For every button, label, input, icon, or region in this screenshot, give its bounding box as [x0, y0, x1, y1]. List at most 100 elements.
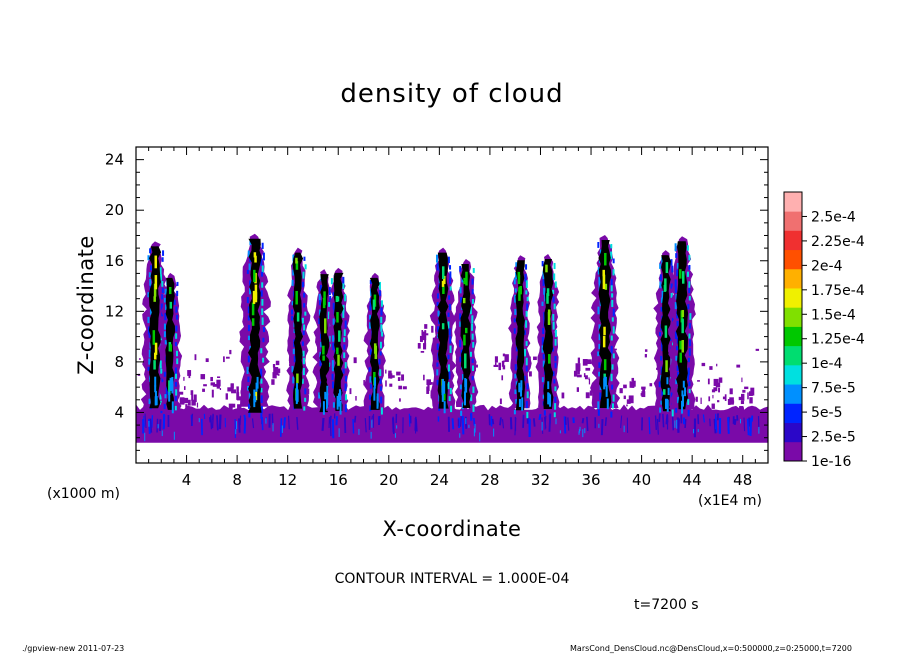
column-blue — [526, 296, 529, 302]
column-highlight — [254, 292, 258, 303]
column-blue — [262, 252, 265, 261]
cloud-speck — [708, 396, 711, 402]
column-highlight — [153, 283, 157, 297]
colorbar-swatch — [784, 268, 802, 289]
y-tick-label: 20 — [105, 201, 124, 219]
x-unit-left: (x1000 m) — [47, 486, 120, 502]
column-blue — [291, 315, 294, 321]
column-base — [171, 384, 174, 394]
column-highlight — [517, 271, 521, 278]
column-base — [154, 376, 157, 387]
column-blue — [436, 301, 439, 307]
column-blue — [689, 313, 692, 320]
column-highlight — [463, 334, 466, 346]
colorbar-label: 2.5e-5 — [811, 430, 856, 446]
column-blue — [674, 302, 677, 310]
column-base — [253, 398, 256, 408]
column-blue — [380, 316, 383, 324]
column-blue — [163, 297, 166, 303]
column-blue — [525, 401, 528, 409]
column-blue — [597, 409, 600, 416]
column-blue — [671, 409, 674, 417]
column-blue — [165, 304, 168, 311]
column-highlight — [254, 391, 258, 401]
cloud-speck — [363, 380, 365, 386]
cloud-patch — [577, 357, 580, 364]
y-axis-label: Z-coordinate — [74, 235, 98, 375]
column-blue — [331, 373, 334, 380]
column-blue — [149, 308, 152, 315]
column-blue — [598, 343, 601, 350]
column-blue — [670, 392, 673, 399]
layer-streak — [684, 419, 687, 429]
column-highlight — [681, 309, 685, 318]
column-blue — [461, 402, 464, 410]
cloud-patch — [421, 331, 426, 337]
column-blue — [526, 391, 529, 399]
column-blue — [175, 315, 178, 320]
layer-streak — [743, 417, 746, 432]
column-blue — [380, 396, 383, 404]
column-blue — [670, 259, 673, 266]
column-blue — [380, 324, 383, 332]
column-blue — [514, 373, 517, 379]
time-label: t=7200 s — [634, 597, 699, 613]
column-blue — [612, 258, 615, 264]
column-blue — [610, 251, 613, 260]
column-blue — [515, 272, 518, 280]
column-blue — [515, 262, 518, 267]
column-blue — [380, 407, 383, 415]
column-blue — [247, 324, 250, 332]
cloud-patch — [430, 382, 433, 385]
colorbar-swatch — [784, 422, 802, 443]
colorbar-label: 2.25e-4 — [811, 234, 865, 250]
column-blue — [332, 342, 335, 351]
colorbar-label: 1.5e-4 — [811, 307, 856, 323]
column-blue — [514, 389, 517, 395]
column-blue — [261, 271, 264, 277]
column-highlight — [663, 284, 667, 292]
column-blue — [611, 293, 614, 298]
cloud-speck — [196, 402, 199, 408]
column-highlight — [463, 277, 466, 285]
layer-streak — [702, 414, 705, 423]
column-blue — [597, 242, 600, 248]
column-blue — [688, 281, 691, 288]
column-blue — [611, 317, 614, 322]
column-highlight — [519, 285, 522, 295]
column-blue — [597, 267, 600, 275]
column-blue — [342, 276, 345, 285]
colorbar-swatch — [784, 384, 802, 404]
column-blue — [469, 351, 472, 357]
column-blue — [660, 306, 663, 312]
column-blue — [369, 349, 372, 356]
cloud-patch — [191, 399, 196, 406]
column-blue — [523, 330, 526, 335]
column-blue — [369, 298, 372, 307]
cloud-patch — [273, 367, 279, 375]
layer-streak — [288, 415, 290, 430]
column-blue — [554, 396, 557, 403]
column-blue — [554, 362, 557, 369]
cloud-speck — [399, 398, 401, 402]
column-blue — [332, 381, 335, 389]
cloud-speck — [711, 403, 715, 409]
column-blue — [688, 333, 691, 339]
column-blue — [379, 369, 382, 377]
column-highlight — [153, 352, 157, 360]
column-blue — [472, 404, 475, 412]
cloud-speck — [184, 397, 189, 404]
column-highlight — [251, 318, 255, 326]
column-blue — [164, 288, 167, 295]
column-blue — [554, 281, 557, 288]
column-blue — [542, 394, 545, 399]
cloud-patch — [210, 382, 215, 386]
column-blue — [248, 393, 251, 400]
column-blue — [175, 333, 178, 339]
column-blue — [163, 323, 166, 330]
footer-left: ./gpview-new 2011-07-23 — [22, 644, 124, 653]
cloud-patch — [717, 400, 720, 403]
column-highlight — [336, 312, 339, 323]
cloud-speck — [711, 389, 716, 393]
column-base — [338, 393, 341, 407]
